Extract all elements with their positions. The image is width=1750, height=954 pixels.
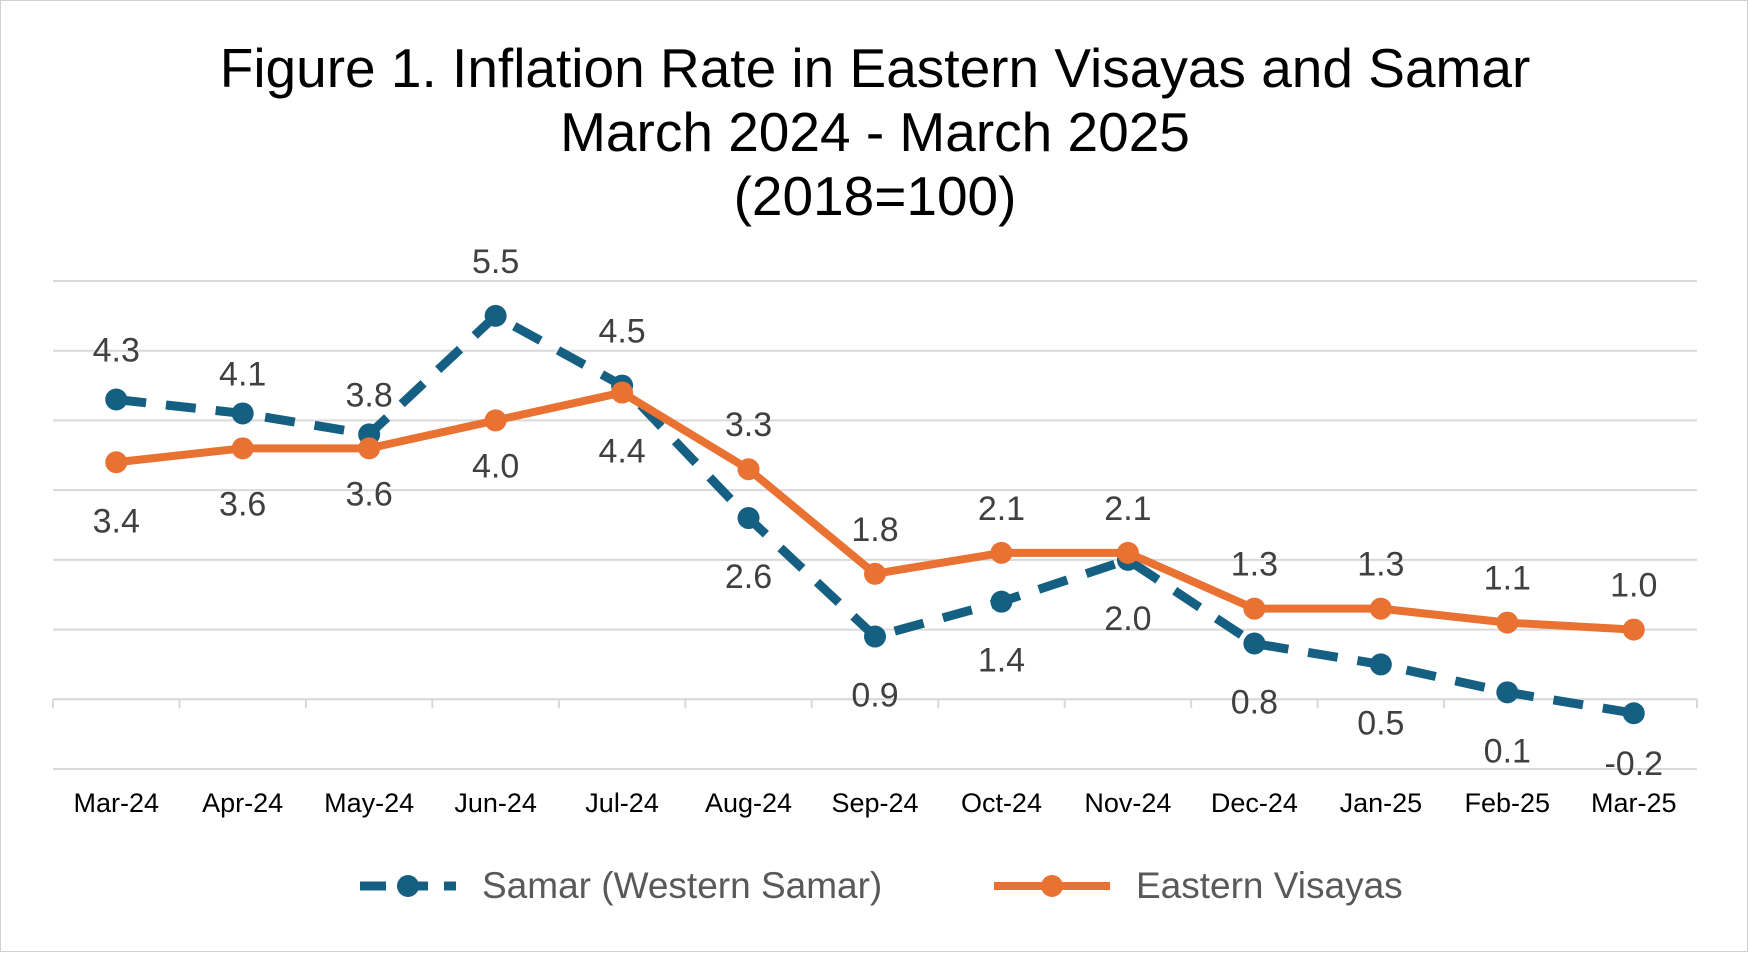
data-label-0: 1.4 [978, 642, 1025, 680]
data-label-1: 4.0 [472, 447, 519, 485]
data-label-0: 0.8 [1231, 684, 1278, 722]
data-label-1: 3.4 [93, 502, 140, 540]
data-label-1: 4.4 [598, 433, 645, 471]
series-point-1 [990, 541, 1013, 564]
data-label-0: 0.1 [1484, 732, 1531, 770]
x-tick-label: May-24 [324, 788, 414, 818]
chart-title: Figure 1. Inflation Rate in Eastern Visa… [0, 36, 1750, 228]
x-axis: Mar-24 Apr-24 May-24 Jun-24 Jul-24 Aug-24 Sep-… [52, 698, 1698, 818]
series-point-1 [484, 409, 507, 432]
data-label-1: 1.3 [1357, 546, 1404, 584]
data-label-1: 2.1 [978, 490, 1025, 528]
x-tick-label: Apr-24 [202, 788, 283, 818]
data-label-0: 0.5 [1357, 704, 1404, 742]
chart-title-line-2: March 2024 - March 2025 [560, 101, 1190, 163]
series-point-1 [1116, 541, 1139, 564]
series-point-1 [105, 451, 128, 474]
data-label-1: 1.1 [1484, 560, 1531, 598]
series-point-0 [990, 590, 1013, 613]
x-tick-label: Aug-24 [705, 788, 792, 818]
legend-item-eastern-visayas: Eastern Visayas [992, 858, 1403, 914]
series-point-1 [1243, 597, 1266, 620]
data-label-1: 2.1 [1104, 490, 1151, 528]
data-label-1: 1.8 [851, 511, 898, 549]
x-tick-label: Mar-24 [73, 788, 159, 818]
series-point-1 [1622, 618, 1645, 641]
series-point-0 [105, 388, 128, 411]
legend-item-samar: Samar (Western Samar) [358, 858, 882, 914]
series-point-1 [1369, 597, 1392, 620]
x-tick-label: Oct-24 [961, 788, 1042, 818]
series-point-0 [737, 507, 760, 530]
x-tick-label: Dec-24 [1211, 788, 1298, 818]
data-label-1: 1.0 [1610, 567, 1657, 605]
data-label-0: 2.6 [725, 558, 772, 596]
data-label-0: 4.3 [93, 332, 140, 370]
x-tick-label: Jun-24 [454, 788, 537, 818]
series-point-1 [864, 562, 886, 585]
series-point-0 [1622, 702, 1645, 725]
series-point-1 [1496, 611, 1519, 634]
series-point-1 [737, 458, 760, 481]
series-point-0 [484, 304, 507, 327]
series-point-0 [231, 402, 254, 425]
data-label-0: 0.9 [851, 677, 898, 715]
series-point-0 [1496, 681, 1519, 704]
x-tick-label: Jul-24 [585, 788, 659, 818]
x-tick-label: Sep-24 [831, 788, 918, 818]
series-point-1 [231, 437, 254, 460]
data-label-1: 3.6 [346, 475, 393, 513]
legend-label-eastern-visayas: Eastern Visayas [1136, 865, 1403, 906]
data-labels: 4.3 4.1 3.8 5.5 4.5 2.6 0.9 1.4 2.0 0.8 0.5 0.1 -0.2… [93, 243, 1663, 783]
legend-swatch-samar [360, 875, 456, 897]
data-label-0: 2.0 [1104, 600, 1151, 638]
data-label-0: 3.8 [346, 376, 393, 414]
series-point-1 [358, 437, 381, 460]
legend-label-samar: Samar (Western Samar) [482, 865, 883, 906]
data-label-1: 1.3 [1231, 546, 1278, 584]
data-label-0: 4.5 [598, 313, 645, 351]
series-point-1 [611, 381, 634, 404]
series-point-0 [1369, 653, 1392, 676]
x-tick-label: Jan-25 [1340, 788, 1423, 818]
series-lines [105, 304, 1645, 725]
series-point-0 [1243, 632, 1266, 655]
chart-title-line-1: Figure 1. Inflation Rate in Eastern Visa… [219, 37, 1531, 99]
data-label-0: -0.2 [1604, 745, 1663, 783]
x-tick-label: Nov-24 [1084, 788, 1171, 818]
chart-title-line-3: (2018=100) [733, 165, 1017, 227]
data-label-1: 3.6 [219, 485, 266, 523]
data-label-0: 4.1 [219, 355, 266, 393]
data-label-1: 3.3 [725, 406, 772, 444]
legend: Samar (Western Samar) Eastern Visayas [0, 858, 1750, 914]
legend-swatch-eastern-visayas [994, 875, 1110, 897]
x-tick-label: Mar-25 [1591, 788, 1677, 818]
series-point-0 [864, 625, 886, 648]
x-tick-label: Feb-25 [1465, 788, 1551, 818]
data-label-0: 5.5 [472, 243, 519, 281]
